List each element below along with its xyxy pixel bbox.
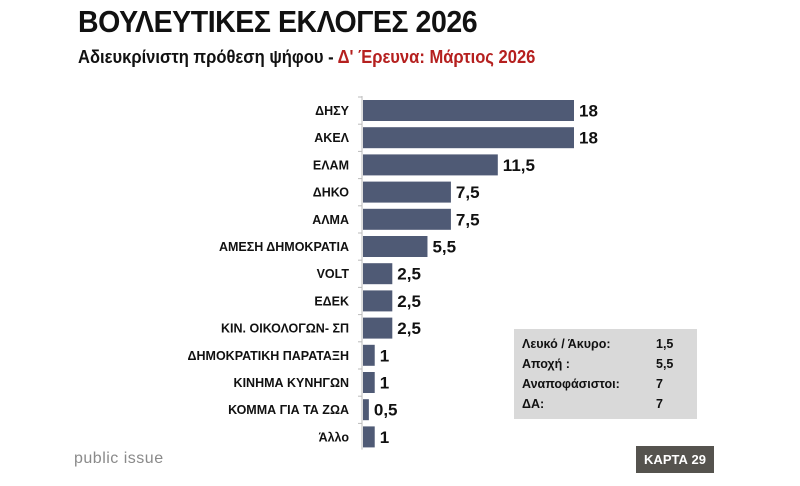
card-badge: ΚΑΡΤΑ 29 xyxy=(636,446,714,473)
value-label: 7,5 xyxy=(456,183,480,202)
summary-row: Αποχή : 5,5 xyxy=(522,357,673,371)
subtitle-main: Αδιευκρίνιστη πρόθεση ψήφου - xyxy=(78,47,338,67)
bar xyxy=(363,208,451,230)
summary-value: 1,5 xyxy=(656,337,674,351)
brand-logo: public issue xyxy=(74,450,164,467)
category-label: ΚΙΝΗΜΑ ΚΥΝΗΓΩΝ xyxy=(234,376,349,390)
bar xyxy=(363,181,451,203)
value-label: 2,5 xyxy=(397,319,421,338)
summary-label: Αποχή : xyxy=(522,357,570,371)
value-label: 2,5 xyxy=(397,292,421,311)
summary-value: 5,5 xyxy=(656,357,674,371)
value-label: 1 xyxy=(380,346,389,365)
page-subtitle: Αδιευκρίνιστη πρόθεση ψήφου - Δ' Έρευνα:… xyxy=(78,47,535,68)
value-label: 0,5 xyxy=(374,401,398,420)
value-label: 18 xyxy=(579,102,598,121)
summary-value: 7 xyxy=(656,377,663,391)
category-label: ΚΟΜΜΑ ΓΙΑ ΤΑ ΖΩΑ xyxy=(228,403,349,417)
summary-row: Λευκό / Άκυρο: 1,5 xyxy=(522,337,673,351)
value-label: 1 xyxy=(380,374,389,393)
bar xyxy=(363,290,393,312)
subtitle-highlight: Δ' Έρευνα: Μάρτιος 2026 xyxy=(337,47,536,67)
bar xyxy=(363,317,393,339)
category-label: ΚΙΝ. ΟΙΚΟΛΟΓΩΝ- ΣΠ xyxy=(221,322,349,336)
summary-box: Λευκό / Άκυρο: 1,5 Αποχή : 5,5 Αναποφάσιστ… xyxy=(514,329,697,419)
category-label: ΕΛΑΜ xyxy=(313,158,349,172)
value-label: 1 xyxy=(380,428,389,447)
bar xyxy=(363,344,375,366)
summary-row: ΔΑ: 7 xyxy=(522,397,663,411)
value-label: 7,5 xyxy=(456,210,480,229)
category-label: ΑΚΕΛ xyxy=(314,131,349,145)
category-label: ΕΔΕΚ xyxy=(314,294,349,308)
bar xyxy=(363,236,428,257)
category-label: ΔΗΣΥ xyxy=(315,104,350,118)
value-label: 18 xyxy=(579,129,598,148)
category-label: Άλλο xyxy=(319,430,350,444)
category-label: ΑΜΕΣΗ ΔΗΜΟΚΡΑΤΙΑ xyxy=(219,240,349,254)
bar xyxy=(363,426,375,448)
summary-label: ΔΑ: xyxy=(522,397,545,411)
value-label: 11,5 xyxy=(503,156,535,175)
bar xyxy=(363,399,369,421)
summary-label: Λευκό / Άκυρο: xyxy=(522,337,611,351)
summary-label: Αναποφάσιστοι: xyxy=(522,377,620,391)
summary-row: Αναποφάσιστοι: 7 xyxy=(522,377,663,391)
value-label: 5,5 xyxy=(432,238,456,257)
category-label: VOLT xyxy=(317,267,350,281)
summary-value: 7 xyxy=(656,397,663,411)
category-label: ΔΗΜΟΚΡΑΤΙΚΗ ΠΑΡΑΤΑΞΗ xyxy=(188,349,349,363)
category-label: ΑΛΜΑ xyxy=(312,213,349,227)
value-label: 2,5 xyxy=(397,265,421,284)
bar xyxy=(363,372,375,393)
page-title: ΒΟΥΛΕΥΤΙΚΕΣ ΕΚΛΟΓΕΣ 2026 xyxy=(78,4,478,39)
bar xyxy=(363,263,393,285)
bar xyxy=(363,154,498,176)
category-label: ΔΗΚΟ xyxy=(313,186,349,200)
bar xyxy=(363,100,574,121)
bar xyxy=(363,127,574,149)
